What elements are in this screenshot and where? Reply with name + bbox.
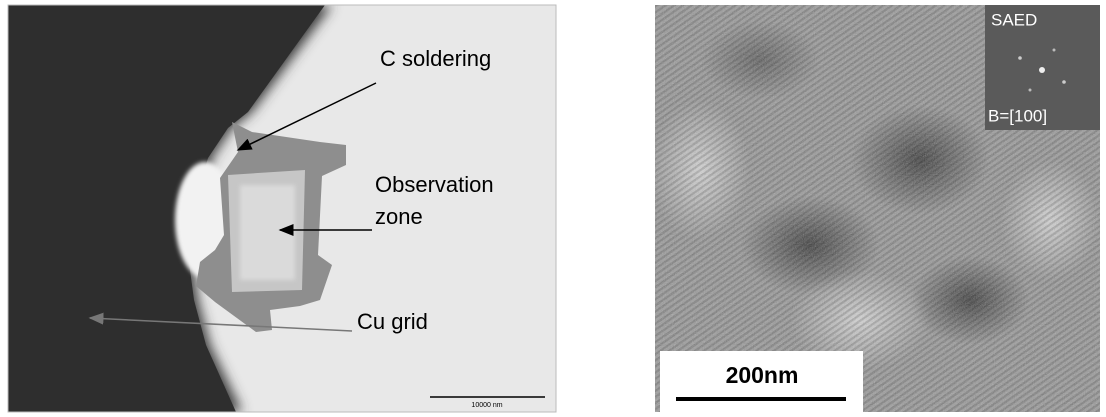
page: C soldering Observation zone Cu grid 100… [0, 0, 1106, 417]
scale-label: 10000 nm [471, 402, 502, 409]
diffraction-spot [1053, 49, 1056, 52]
hrtem-image [650, 5, 1100, 412]
scale-label: 200nm [726, 362, 799, 388]
diffraction-spot [1029, 89, 1032, 92]
annotation: Observation [375, 172, 494, 197]
diffraction-spot [1039, 67, 1045, 73]
inset-label: B=[100] [988, 106, 1047, 125]
figure: C soldering Observation zone Cu grid 100… [0, 0, 1106, 417]
annotation: C soldering [380, 46, 491, 71]
annotation: Cu grid [357, 309, 428, 334]
inset-title: SAED [991, 10, 1037, 29]
diffraction-spot [1018, 56, 1022, 60]
annotation: zone [375, 204, 423, 229]
diffraction-spot [1062, 80, 1066, 84]
